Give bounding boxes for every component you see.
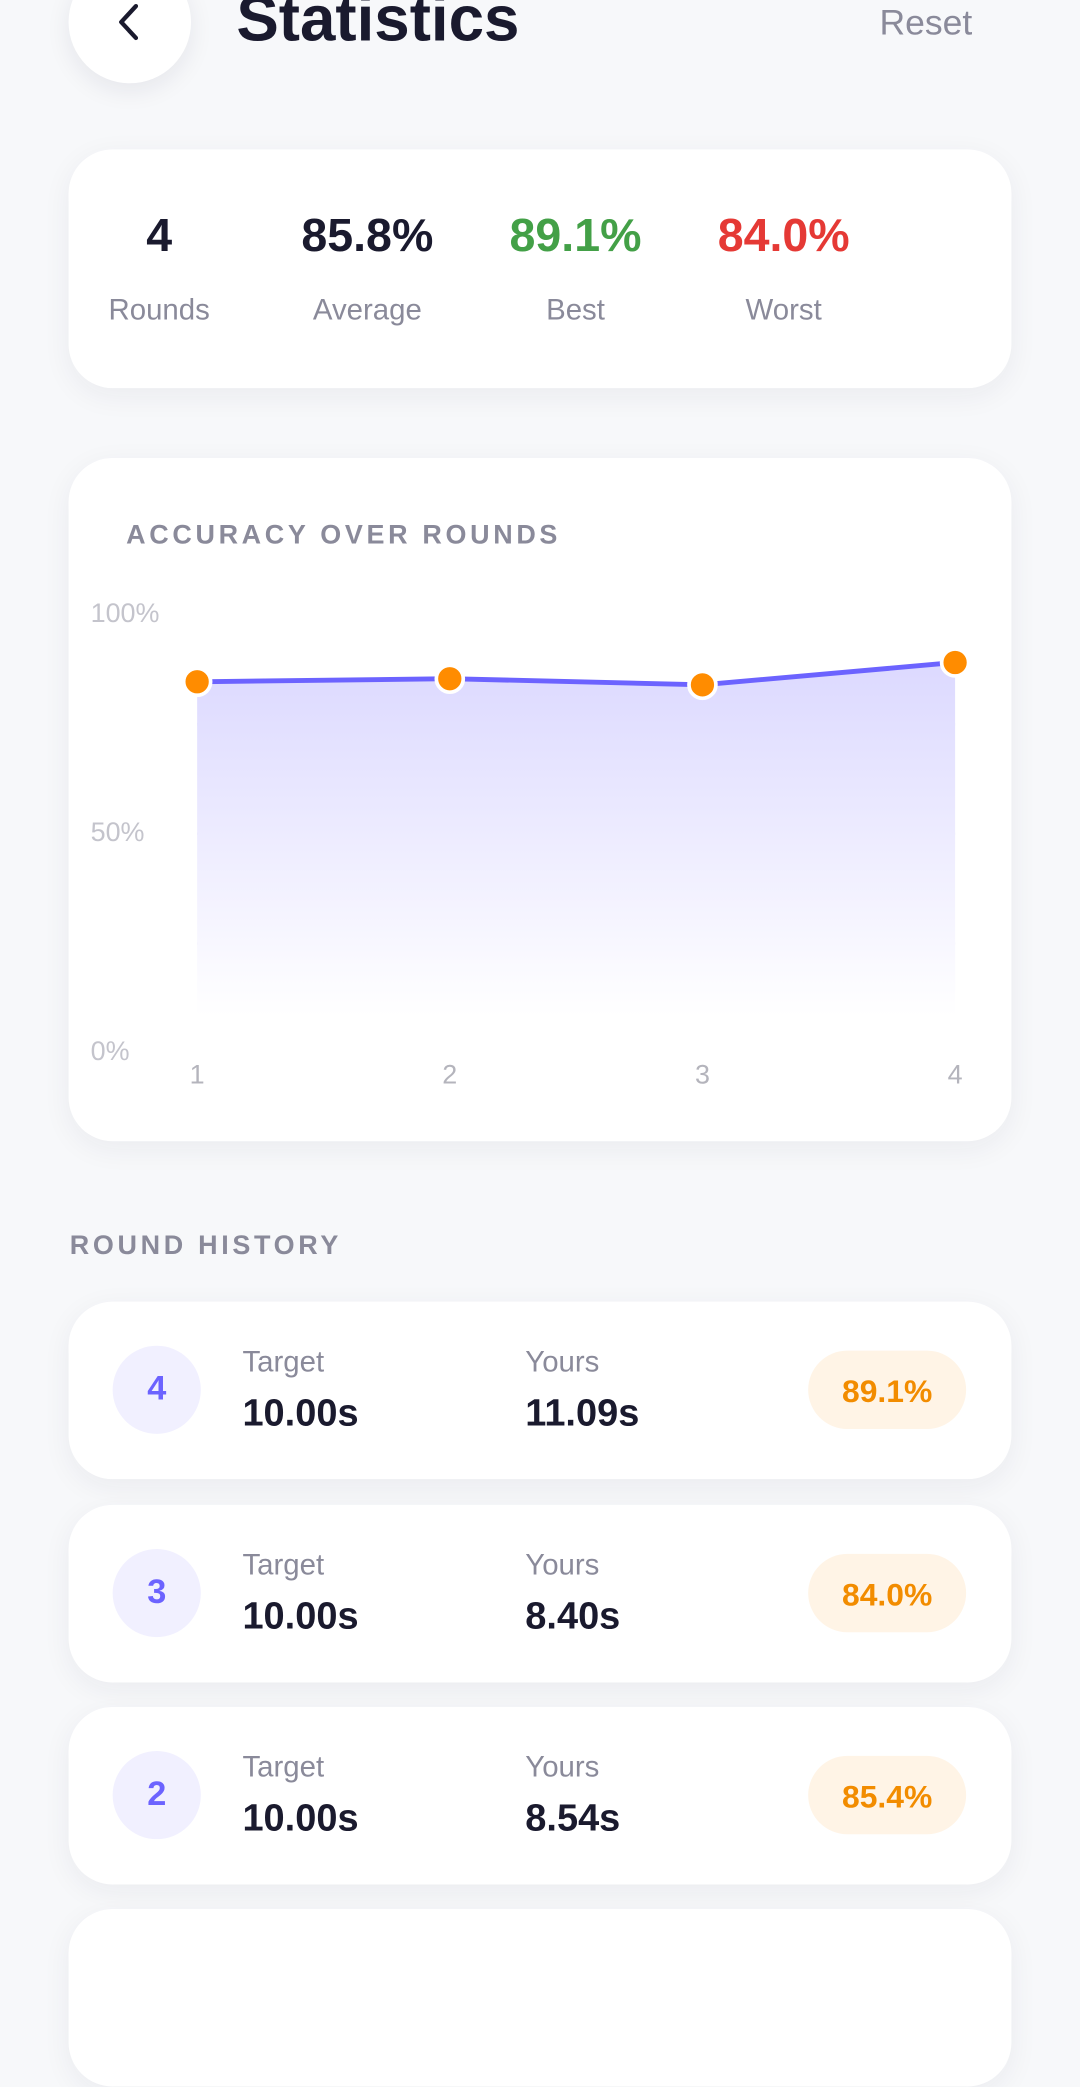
x-tick-label: 1 <box>190 1059 205 1089</box>
chart: ACCURACY OVER ROUNDS 0% 50% 100% 1 2 3 4 <box>91 519 971 1089</box>
history-row <box>68 1908 1012 2087</box>
accuracy-pill: 89.1% <box>808 1350 967 1429</box>
x-tick-label: 2 <box>442 1059 457 1089</box>
round-badge: 3 <box>112 1548 201 1637</box>
round-badge: 4 <box>112 1345 201 1434</box>
back-button[interactable] <box>68 0 192 84</box>
screen: Statistics Reset 4 Rounds 85.8% Average 89.1… <box>68 0 1012 1885</box>
history-row: 4 Target 10.00s Yours 11.09s 89.1% <box>68 1301 1012 1480</box>
point <box>687 669 718 701</box>
history-row: 2 Target 10.00s Yours 8.54s 85.4% <box>68 1706 1012 1885</box>
target-label: Target <box>242 1345 325 1379</box>
target-value: 10.00s <box>242 1796 359 1840</box>
accuracy-value: 89.1% <box>841 1372 933 1410</box>
round-number: 3 <box>147 1571 167 1610</box>
yours-label: Yours <box>525 1548 600 1582</box>
stat-label: Rounds <box>108 293 210 327</box>
yours-label: Yours <box>525 1345 600 1379</box>
point <box>939 647 971 678</box>
back-icon <box>119 3 139 41</box>
x-tick-label: 3 <box>695 1059 710 1089</box>
stat-label: Average <box>312 293 422 327</box>
page-title: Statistics <box>236 0 520 56</box>
yours-value: 11.09s <box>525 1391 640 1434</box>
point <box>181 666 213 698</box>
yours-label: Yours <box>525 1751 600 1785</box>
accuracy-pill: 84.0% <box>808 1553 967 1632</box>
stat-value: 85.8% <box>301 210 434 263</box>
target-label: Target <box>242 1751 325 1785</box>
target-value: 10.00s <box>242 1593 359 1637</box>
stat-value: 4 <box>146 210 173 263</box>
stat-value: 84.0% <box>717 210 850 263</box>
target-value: 10.00s <box>242 1391 359 1434</box>
y-tick-label: 100% <box>91 598 160 628</box>
stat-label: Worst <box>745 293 822 327</box>
y-tick-label: 0% <box>91 1036 130 1066</box>
line <box>197 660 956 688</box>
round-badge: 2 <box>112 1751 201 1840</box>
yours-value: 8.54s <box>525 1796 621 1840</box>
x-tick-label: 4 <box>948 1059 963 1089</box>
accuracy-pill: 85.4% <box>808 1755 967 1835</box>
chart-title: ACCURACY OVER ROUNDS <box>126 519 561 549</box>
round-number: 2 <box>147 1774 167 1813</box>
point <box>434 663 466 695</box>
area <box>197 662 956 1017</box>
history-row: 3 Target 10.00s Yours 8.40s 84.0% <box>68 1504 1012 1682</box>
target-label: Target <box>242 1548 325 1582</box>
round-number: 4 <box>147 1368 167 1407</box>
stat-label: Best <box>546 293 605 327</box>
history-title: ROUND HISTORY <box>69 1229 343 1261</box>
accuracy-value: 85.4% <box>841 1777 933 1815</box>
accuracy-value: 84.0% <box>841 1575 933 1613</box>
reset-button[interactable]: Reset <box>879 3 973 43</box>
stat-value: 89.1% <box>509 210 642 263</box>
y-tick-label: 50% <box>91 817 145 847</box>
yours-value: 8.40s <box>525 1593 621 1637</box>
summary-card: 4 Rounds 85.8% Average 89.1% Best 84.0% Worst <box>68 149 1012 389</box>
